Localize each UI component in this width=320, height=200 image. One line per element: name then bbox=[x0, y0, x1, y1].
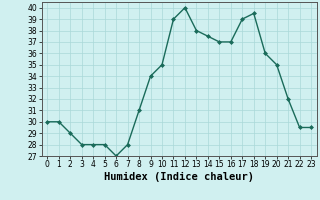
X-axis label: Humidex (Indice chaleur): Humidex (Indice chaleur) bbox=[104, 172, 254, 182]
